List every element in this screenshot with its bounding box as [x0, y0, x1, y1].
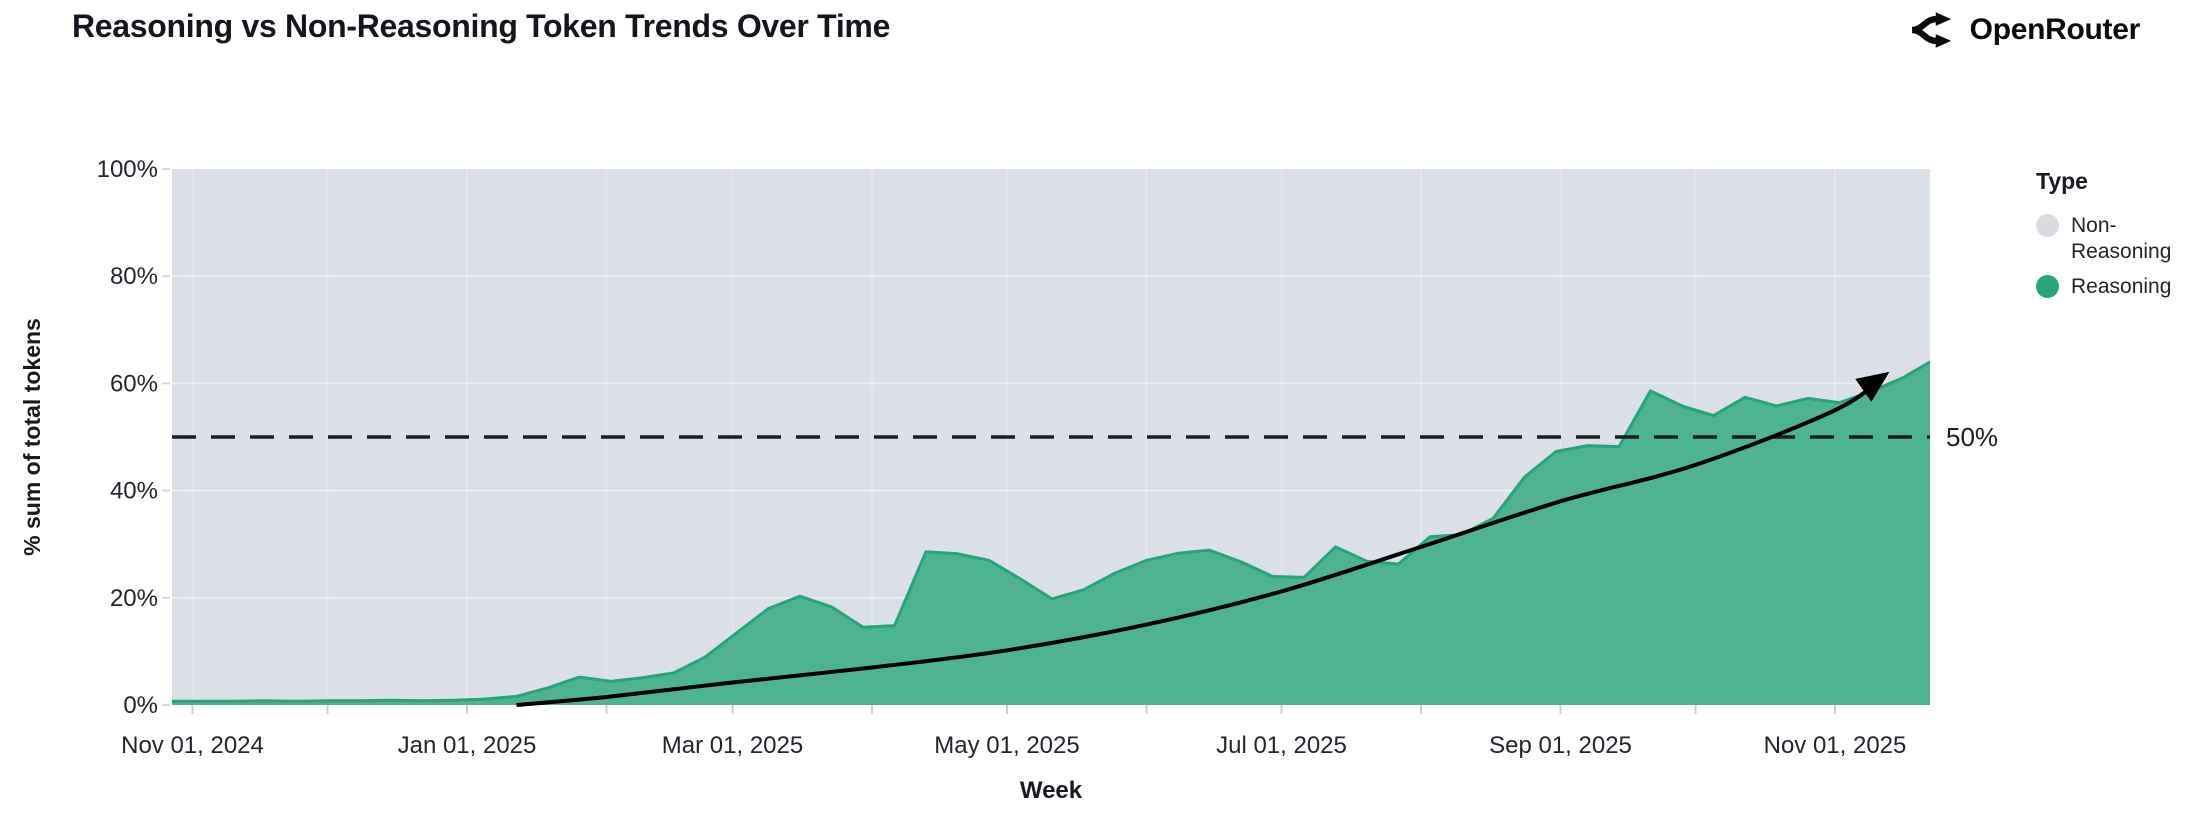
y-tick-label: 80% [110, 263, 158, 290]
reference-line-label: 50% [1946, 422, 1998, 452]
legend-label-non-reasoning: Non-Reasoning [2071, 214, 2172, 263]
y-tick-label: 40% [110, 478, 158, 505]
x-tick-label: Nov 01, 2024 [121, 732, 264, 759]
y-tick-label: 0% [123, 692, 158, 719]
y-tick-label: 100% [97, 156, 158, 183]
reasoning-area [172, 362, 1930, 705]
legend-title: Type [2036, 168, 2088, 194]
x-tick-label: Nov 01, 2025 [1764, 732, 1907, 759]
x-tick-label: Mar 01, 2025 [662, 732, 803, 759]
legend-item-non-reasoning: Non-Reasoning [2036, 213, 2196, 264]
legend-item-reasoning: Reasoning [2036, 274, 2196, 300]
y-tick-label: 60% [110, 370, 158, 397]
x-tick-label: Jul 01, 2025 [1216, 732, 1347, 759]
trend-arrow [516, 371, 1890, 707]
brand-name: OpenRouter [1969, 13, 2141, 46]
y-tick-label: 20% [110, 585, 158, 612]
brand-logo: OpenRouter [1910, 10, 2140, 50]
legend-label-reasoning: Reasoning [2071, 275, 2172, 299]
y-axis-title: % sum of total tokens [19, 318, 45, 556]
legend: Type Non-Reasoning Reasoning [2036, 168, 2196, 310]
x-tick-label: May 01, 2025 [934, 732, 1079, 759]
legend-dot-non-reasoning [2036, 214, 2059, 237]
x-tick-label: Jan 01, 2025 [398, 732, 537, 759]
legend-dot-reasoning [2036, 275, 2059, 299]
x-tick-label: Sep 01, 2025 [1489, 732, 1632, 759]
page-title: Reasoning vs Non-Reasoning Token Trends … [72, 8, 891, 44]
x-axis-title: Week [1020, 777, 1083, 804]
reasoning-area-edge [172, 360, 1931, 703]
openrouter-icon [1911, 12, 1951, 48]
